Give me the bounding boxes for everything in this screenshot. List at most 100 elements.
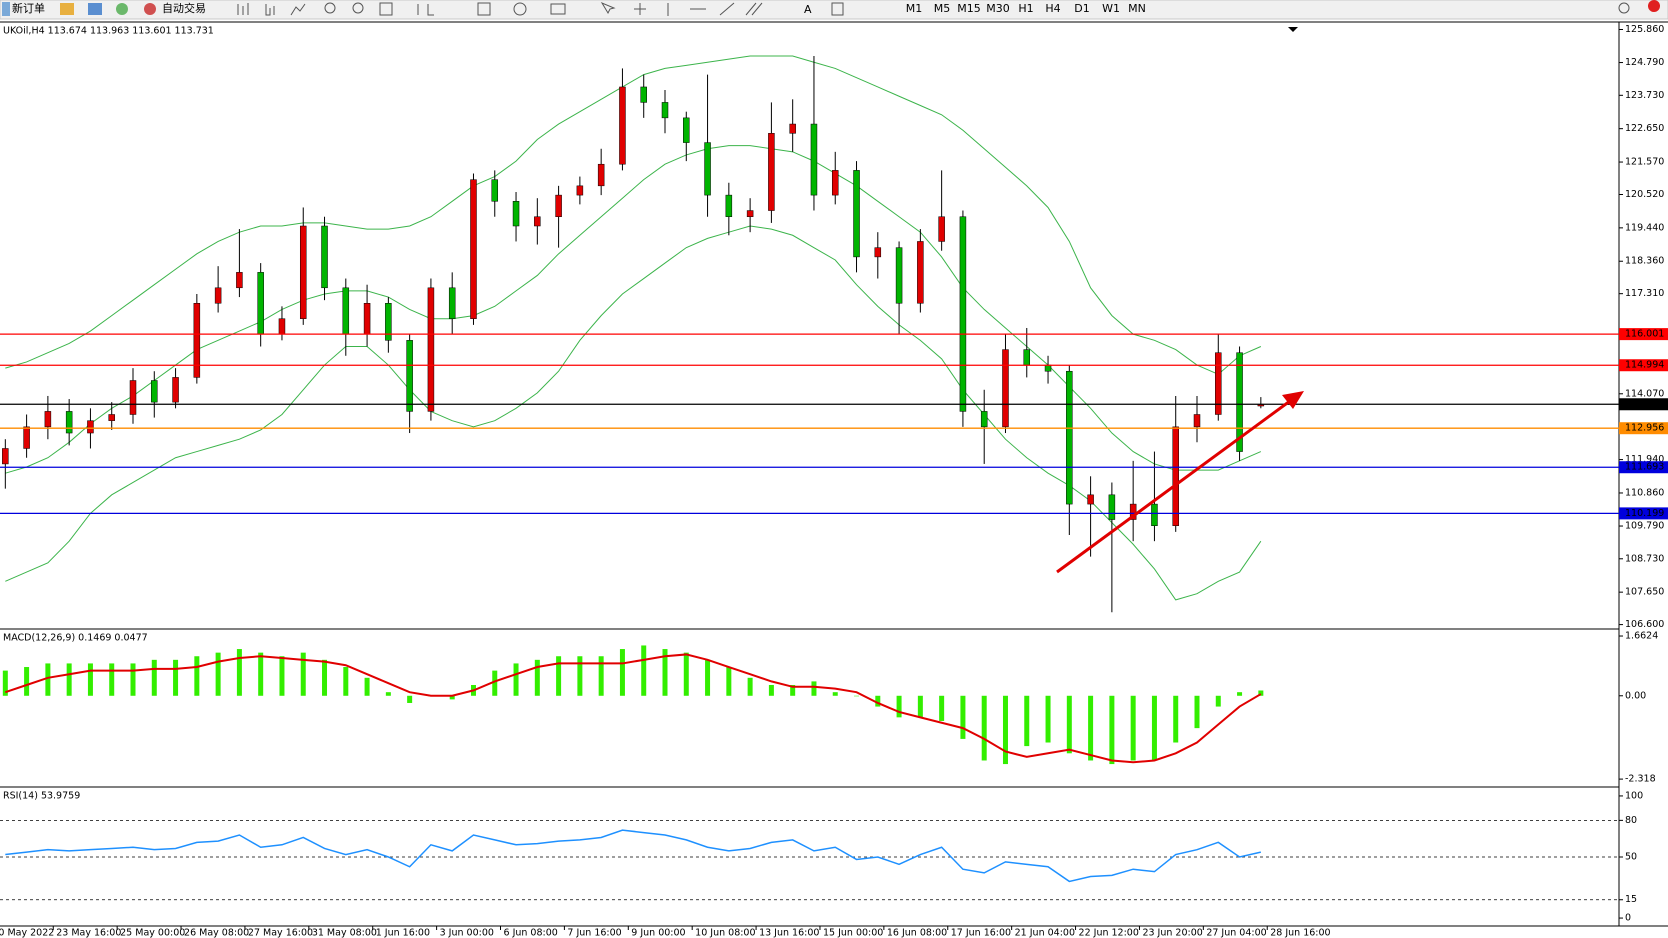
timeframe-button[interactable]: H1 [1018,2,1033,15]
icon[interactable] [2,2,10,16]
macd-bar [875,695,881,707]
timeframe-button[interactable]: H4 [1045,2,1060,15]
x-tick-label: 21 Jun 04:00 [1015,928,1075,938]
candle-body [406,340,413,412]
x-tick-label: 13 Jun 16:00 [759,928,819,938]
x-tick-label: 3 Jun 00:00 [440,928,494,938]
candle-body [108,414,115,421]
y-tick-label: 119.440 [1625,222,1664,233]
y-tick-label: 111.940 [1625,454,1664,465]
candle-body [427,287,435,412]
panel-title: RSI(14) 53.9759 [3,791,80,802]
icon[interactable] [60,3,74,15]
macd-bar [641,645,647,696]
bollinger-band [5,225,1262,601]
panel-title: MACD(12,26,9) 0.1469 0.0477 [3,633,148,644]
x-tick-label: 31 May 08:00 [312,928,377,938]
candle-body [683,117,690,143]
notification-badge[interactable] [1648,0,1660,12]
timeframe-button[interactable]: M5 [934,2,951,15]
candle-body [1193,414,1201,428]
price-tag-label: 116.001 [1625,329,1664,340]
candle-body [1236,352,1243,452]
candle-body [576,185,584,196]
candle-body [917,241,924,304]
macd-bar [364,677,370,696]
icon[interactable] [88,3,102,15]
y-tick-label: 109.790 [1625,521,1664,532]
auto-trading-button[interactable]: 自动交易 [162,1,206,15]
macd-bar [343,667,349,696]
y-tick-label: 123.730 [1625,90,1664,101]
candle-body [661,102,669,119]
candle-body [193,303,201,378]
macd-bar [1002,695,1008,765]
timeframe-button[interactable]: M1 [906,2,923,15]
price-tag-label: 113.731 [1625,399,1664,410]
macd-bar [1173,695,1179,743]
y-tick-label: 124.790 [1625,57,1664,68]
timeframe-button[interactable]: W1 [1102,2,1120,15]
icon[interactable] [116,3,128,15]
signal-line [4,653,1262,764]
x-tick-label: 22 Jun 12:00 [1079,928,1139,938]
macd-bar [279,656,285,696]
macd-bar [385,692,391,696]
candle-body [746,210,754,217]
x-tick-label: 17 Jun 16:00 [951,928,1011,938]
icon[interactable] [144,3,156,15]
price-tag-label: 111.693 [1625,462,1664,473]
macd-bar [300,652,306,696]
macd-bar [534,659,540,696]
candle-body [831,170,839,196]
macd-bar [832,692,838,696]
x-tick-label: 16 Jun 08:00 [887,928,947,938]
y-tick-label: 110.860 [1625,487,1664,498]
candle-body [1215,352,1222,415]
candle-body [87,420,94,434]
x-tick-label: 23 Jun 20:00 [1142,928,1202,938]
price-tag [1619,328,1668,341]
tool-icons[interactable]: A [237,1,1630,16]
candle-body [597,163,605,187]
candle-body [1002,349,1009,428]
y-tick-label: 107.650 [1625,587,1664,598]
y-tick-label: 106.600 [1625,619,1664,630]
y-tick-label: 122.650 [1625,123,1664,134]
candle-body [1066,370,1073,505]
macd-bar [173,659,179,696]
macd-bar [66,663,72,696]
price-tag-label: 110.199 [1625,508,1664,519]
x-tick-label: 15 Jun 00:00 [823,928,883,938]
timeframe-button[interactable]: D1 [1074,2,1089,15]
candle-body [938,216,945,242]
y-tick-label: 121.570 [1625,157,1664,168]
y-tick-label: 125.860 [1625,24,1664,35]
plot-area: 125.860 124.790 123.730 122.650 121.570 120.5… [0,24,1668,938]
candle-body [385,303,392,341]
y-tick-label: 118.360 [1625,256,1664,267]
y-tick-label: 15 [1625,894,1637,905]
shift-marker [1288,27,1298,32]
candle-body [1087,494,1094,505]
candle-body [1108,494,1116,520]
candle-body [810,123,818,196]
macd-bar [1066,695,1072,754]
macd-bar [258,652,264,696]
timeframe-button[interactable]: M30 [986,2,1010,15]
y-tick-label: 117.310 [1625,288,1664,299]
y-tick-label: 114.070 [1625,388,1664,399]
x-tick-label: 27 May 16:00 [248,928,313,938]
x-tick-label: 27 Jun 04:00 [1206,928,1266,938]
timeframe-button[interactable]: M15 [957,2,981,15]
new-order-button[interactable]: 新订单 [12,1,45,15]
macd-bar [1258,690,1264,696]
candle-body [1129,503,1137,520]
timeframe-button[interactable]: MN [1128,2,1146,15]
macd-bar [322,659,328,696]
macd-bar [556,656,562,696]
macd-bar [1151,695,1157,761]
price-tag-label: 112.956 [1625,423,1664,434]
x-tick-label: 25 May 00:00 [120,928,185,938]
